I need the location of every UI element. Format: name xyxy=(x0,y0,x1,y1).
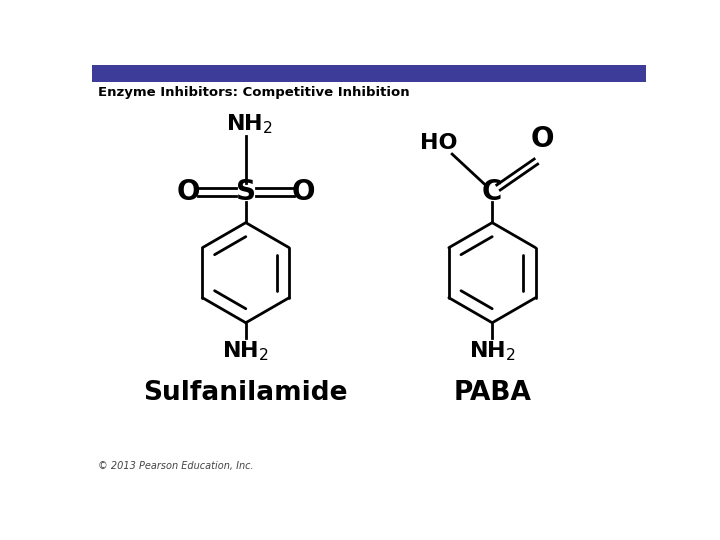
Text: O: O xyxy=(176,178,200,206)
Text: © 2013 Pearson Education, Inc.: © 2013 Pearson Education, Inc. xyxy=(98,461,253,471)
Text: S: S xyxy=(236,178,256,206)
Text: NH$_2$: NH$_2$ xyxy=(226,112,273,136)
Text: HO: HO xyxy=(420,133,457,153)
Text: NH$_2$: NH$_2$ xyxy=(469,340,516,363)
Text: Enzyme Inhibitors: Competitive Inhibition: Enzyme Inhibitors: Competitive Inhibitio… xyxy=(98,85,410,99)
Bar xyxy=(92,65,647,82)
Text: NH$_2$: NH$_2$ xyxy=(222,340,269,363)
Text: O: O xyxy=(531,125,554,153)
Text: Sulfanilamide: Sulfanilamide xyxy=(143,381,348,407)
Text: PABA: PABA xyxy=(454,381,531,407)
Text: C: C xyxy=(482,178,503,206)
Text: O: O xyxy=(292,178,315,206)
